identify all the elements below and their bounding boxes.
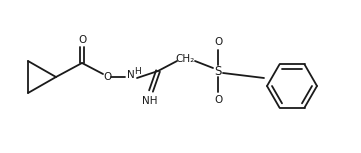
Text: N: N (127, 70, 135, 80)
Text: S: S (214, 65, 222, 78)
Text: O: O (214, 37, 222, 47)
Text: NH: NH (142, 96, 158, 106)
Text: H: H (134, 67, 140, 75)
Text: O: O (103, 72, 111, 82)
Text: O: O (214, 95, 222, 105)
Text: O: O (78, 35, 86, 45)
Text: CH₂: CH₂ (175, 54, 195, 64)
